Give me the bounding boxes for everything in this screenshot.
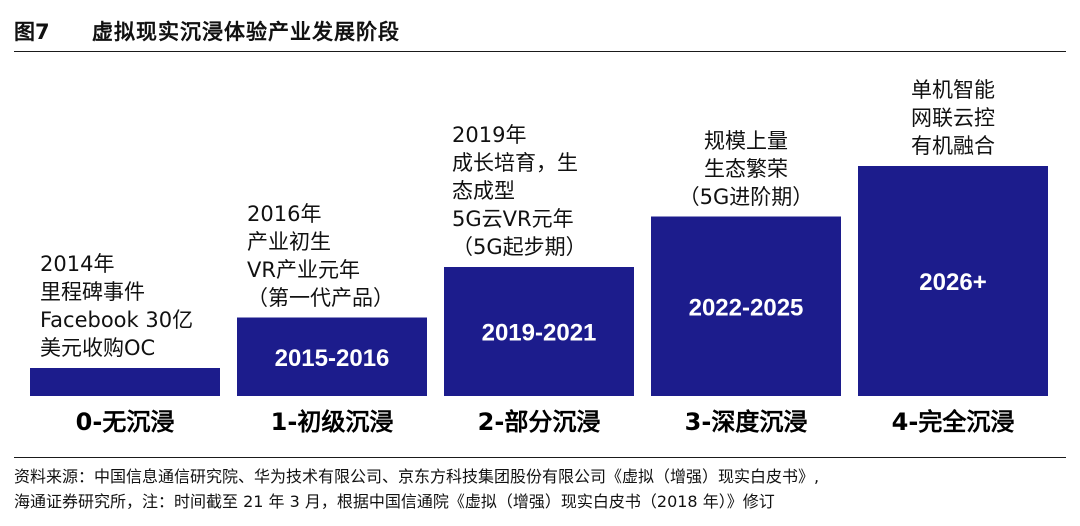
source-note: 资料来源：中国信息通信研究院、华为技术有限公司、京东方科技集团股份有限公司《虚拟… (14, 464, 1074, 514)
stage-description-0: 2014年里程碑事件 Facebook 30亿 美元收购OC (40, 250, 193, 362)
figure-title: 虚拟现实沉浸体验产业发展阶段 (92, 20, 400, 44)
bar-period-label-3: 2022-2025 (689, 294, 804, 321)
stage-description-1: 2016年产业初生 VR产业元年 （第一代产品） (247, 200, 394, 312)
stage-bar-0 (30, 368, 220, 396)
stage-description-line: 态成型 (452, 179, 515, 203)
stage-bar-3 (651, 216, 841, 396)
stage-description-line: 成长培育，生 (452, 151, 578, 175)
figure-title-bar: 图7 虚拟现实沉浸体验产业发展阶段 (14, 10, 1066, 50)
bar-period-label-1: 2015-2016 (275, 345, 390, 372)
stage-description-line: 美元收购OC (40, 336, 156, 360)
stage-description-line: VR产业元年 (247, 257, 360, 282)
stage-bar-4 (858, 166, 1048, 396)
stage-bar-2 (444, 267, 634, 396)
stage-description-line: 2016年 (247, 201, 322, 226)
stage-description-line: 产业初生 (247, 229, 331, 254)
source-line-1: 资料来源：中国信息通信研究院、华为技术有限公司、京东方科技集团股份有限公司《虚拟… (14, 467, 820, 486)
stage-bar-1 (237, 317, 427, 396)
stage-description-line: 单机智能 (911, 78, 995, 102)
figure-number: 图7 (14, 20, 50, 44)
stage-description-line: 有机融合 (911, 134, 995, 158)
stage-description-line: 2019年 (452, 123, 527, 147)
bar-period-label-4: 2026+ (919, 269, 986, 296)
stage-description-line: （5G起步期） (452, 235, 587, 259)
stage-description-3: 规模上量生态繁荣 （5G进阶期） (636, 127, 856, 211)
top-rule (14, 51, 1066, 52)
stage-description-line: 里程碑事件 (40, 280, 145, 304)
stage-description-line: 5G云VR元年 (452, 207, 574, 231)
stage-category-label-1: 1-初级沉浸 (271, 408, 394, 436)
stage-description-line: 生态繁荣 (704, 156, 788, 181)
stage-category-label-0: 0-无沉浸 (76, 408, 175, 436)
stage-category-label-2: 2-部分沉浸 (478, 408, 601, 436)
stage-description-line: Facebook 30亿 (40, 308, 194, 332)
source-line-2: 海通证券研究所，注：时间截至 21 年 3 月，根据中国信通院《虚拟（增强）现实… (14, 492, 775, 511)
stage-description-line: 网联云控 (911, 106, 995, 130)
stage-description-2: 2019年成长培育，生 态成型 5G云VR元年 （5G起步期） (452, 121, 587, 261)
stage-category-label-3: 3-深度沉浸 (685, 408, 808, 436)
stage-description-line: 规模上量 (704, 128, 788, 153)
stage-description-line: （5G进阶期） (678, 184, 814, 209)
stage-description-line: （第一代产品） (247, 285, 394, 310)
stage-category-label-4: 4-完全沉浸 (892, 408, 1015, 436)
source-rule (14, 457, 1066, 458)
stage-description-4: 单机智能网联云控有机融合 (843, 76, 1063, 160)
bar-period-label-2: 2019-2021 (482, 320, 597, 347)
stage-description-line: 2014年 (40, 252, 115, 276)
